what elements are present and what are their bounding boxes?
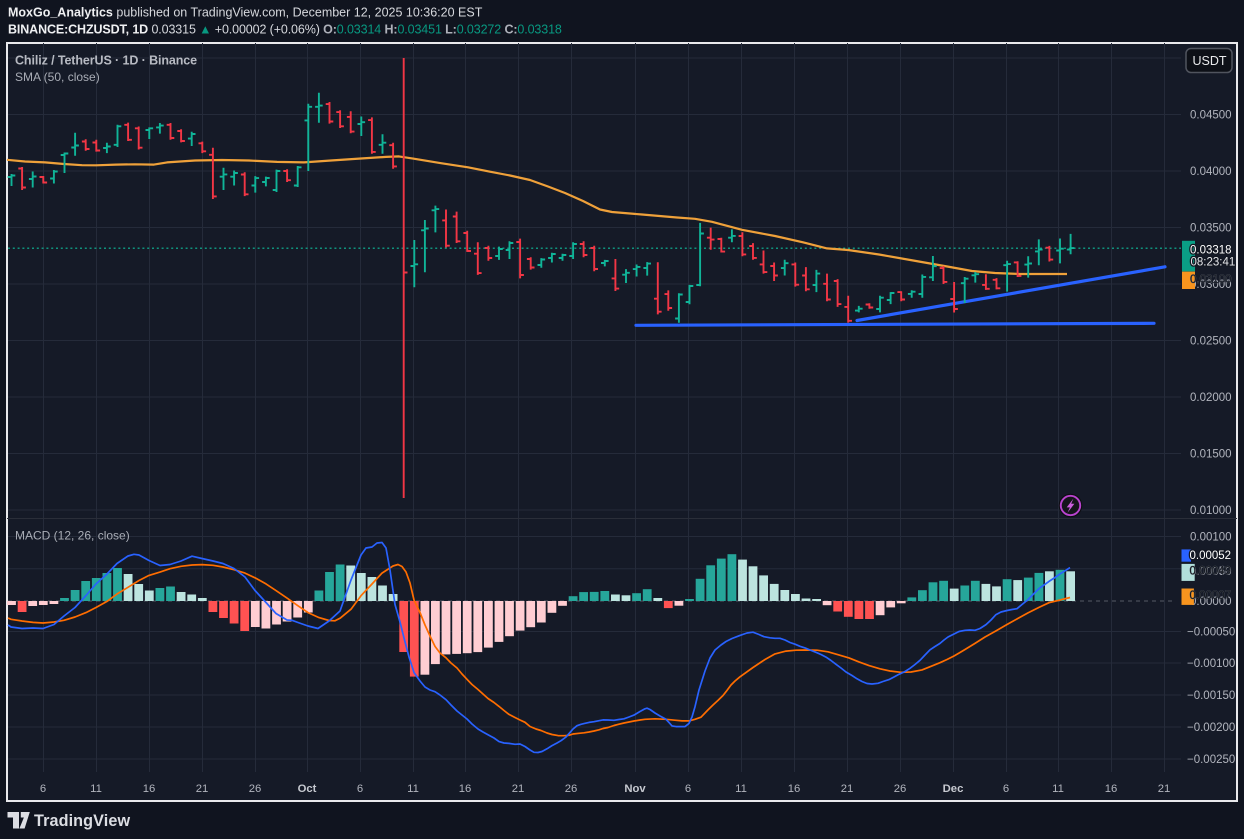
svg-text:0.03100: 0.03100 bbox=[1190, 274, 1232, 286]
svg-text:0.04000: 0.04000 bbox=[1190, 166, 1232, 178]
svg-text:0.00007: 0.00007 bbox=[1190, 590, 1232, 602]
svg-text:0.03000: 0.03000 bbox=[1190, 279, 1232, 291]
svg-text:0.02000: 0.02000 bbox=[1190, 392, 1232, 404]
svg-text:16: 16 bbox=[1105, 783, 1118, 795]
svg-text:6: 6 bbox=[40, 783, 46, 795]
svg-text:11: 11 bbox=[735, 783, 747, 795]
svg-text:0.00049: 0.00049 bbox=[1190, 565, 1232, 577]
svg-text:0.04500: 0.04500 bbox=[1190, 109, 1232, 121]
svg-text:−0.00050: −0.00050 bbox=[1187, 626, 1235, 638]
svg-text:Nov: Nov bbox=[624, 783, 646, 795]
svg-text:08:23:41: 08:23:41 bbox=[1191, 257, 1236, 269]
svg-text:Dec: Dec bbox=[943, 783, 964, 795]
svg-text:USDT: USDT bbox=[1192, 54, 1226, 68]
svg-text:6: 6 bbox=[685, 783, 691, 795]
svg-text:0.01000: 0.01000 bbox=[1190, 505, 1232, 517]
svg-text:0.03500: 0.03500 bbox=[1190, 222, 1232, 234]
svg-text:Oct: Oct bbox=[298, 783, 317, 795]
svg-text:0.00052: 0.00052 bbox=[1190, 550, 1232, 562]
svg-text:−0.00200: −0.00200 bbox=[1187, 722, 1235, 734]
svg-text:Chiliz / TetherUS · 1D · Binan: Chiliz / TetherUS · 1D · Binance bbox=[15, 54, 197, 68]
svg-text:11: 11 bbox=[1052, 783, 1064, 795]
svg-text:16: 16 bbox=[788, 783, 801, 795]
svg-text:MACD (12, 26, close): MACD (12, 26, close) bbox=[15, 529, 130, 543]
svg-text:−0.00150: −0.00150 bbox=[1187, 690, 1235, 702]
svg-text:MoxGo_Analytics published on T: MoxGo_Analytics published on TradingView… bbox=[8, 6, 483, 20]
svg-text:16: 16 bbox=[143, 783, 156, 795]
svg-text:0.02500: 0.02500 bbox=[1190, 335, 1232, 347]
svg-text:−0.00100: −0.00100 bbox=[1187, 658, 1235, 670]
svg-text:26: 26 bbox=[565, 783, 578, 795]
svg-text:0.00100: 0.00100 bbox=[1190, 531, 1232, 543]
svg-text:6: 6 bbox=[1003, 783, 1009, 795]
svg-text:16: 16 bbox=[459, 783, 472, 795]
svg-text:21: 21 bbox=[196, 783, 209, 795]
svg-text:0.00000: 0.00000 bbox=[1190, 596, 1232, 608]
svg-text:0.00050: 0.00050 bbox=[1190, 566, 1232, 578]
svg-text:BINANCE:CHZUSDT, 1D 0.03315 ▲: BINANCE:CHZUSDT, 1D 0.03315 ▲ +0.00002 (… bbox=[8, 23, 562, 37]
svg-text:11: 11 bbox=[90, 783, 102, 795]
svg-text:SMA (50, close): SMA (50, close) bbox=[15, 70, 100, 84]
svg-text:0.03318: 0.03318 bbox=[1190, 245, 1232, 257]
svg-text:0.01500: 0.01500 bbox=[1190, 448, 1232, 460]
svg-text:21: 21 bbox=[841, 783, 854, 795]
svg-text:26: 26 bbox=[249, 783, 262, 795]
svg-text:−0.00250: −0.00250 bbox=[1187, 754, 1235, 766]
svg-text:21: 21 bbox=[512, 783, 525, 795]
svg-text:TradingView: TradingView bbox=[34, 812, 130, 830]
svg-text:21: 21 bbox=[1158, 783, 1171, 795]
svg-text:6: 6 bbox=[357, 783, 363, 795]
svg-text:26: 26 bbox=[894, 783, 907, 795]
svg-text:11: 11 bbox=[407, 783, 419, 795]
